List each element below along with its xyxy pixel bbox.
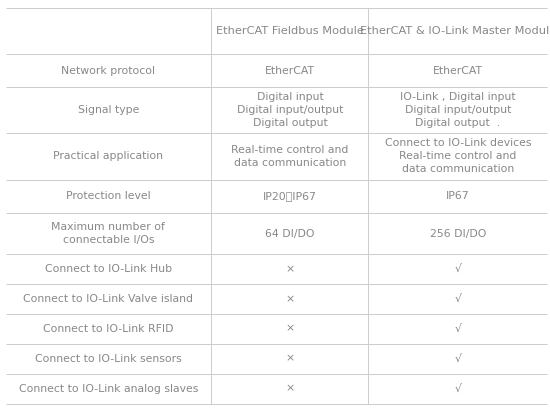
Text: ×: × [285,264,294,274]
Text: Connect to IO-Link analog slaves: Connect to IO-Link analog slaves [19,384,198,394]
Text: 64 DI/DO: 64 DI/DO [265,229,315,239]
Text: √: √ [454,294,461,304]
Text: Connect to IO-Link RFID: Connect to IO-Link RFID [43,324,174,334]
Text: √: √ [454,264,461,274]
Text: Protection level: Protection level [66,192,151,201]
Text: EtherCAT & IO-Link Master Module: EtherCAT & IO-Link Master Module [360,26,550,36]
Text: 256 DI/DO: 256 DI/DO [430,229,486,239]
Text: IP20、IP67: IP20、IP67 [263,192,317,201]
Text: EtherCAT: EtherCAT [265,66,315,75]
Text: ×: × [285,294,294,304]
Text: Real-time control and
data communication: Real-time control and data communication [231,145,349,168]
Text: Network protocol: Network protocol [62,66,156,75]
Text: ×: × [285,354,294,364]
Text: EtherCAT: EtherCAT [433,66,483,75]
Text: √: √ [454,354,461,364]
Text: Maximum number of
connectable I/Os: Maximum number of connectable I/Os [52,222,166,245]
Text: Connect to IO-Link Hub: Connect to IO-Link Hub [45,264,172,274]
Text: ×: × [285,324,294,334]
Text: IP67: IP67 [446,192,470,201]
Text: Connect to IO-Link Valve island: Connect to IO-Link Valve island [24,294,194,304]
Text: Connect to IO-Link sensors: Connect to IO-Link sensors [35,354,182,364]
Text: Signal type: Signal type [78,105,139,115]
Text: √: √ [454,324,461,334]
Text: Digital input
Digital input/output
Digital output: Digital input Digital input/output Digit… [236,92,343,128]
Text: IO-Link , Digital input
Digital input/output
Digital output  .: IO-Link , Digital input Digital input/ou… [400,92,516,128]
Text: Connect to IO-Link devices
Real-time control and
data communication: Connect to IO-Link devices Real-time con… [384,138,531,174]
Text: √: √ [454,384,461,394]
Text: Practical application: Practical application [53,151,163,161]
Text: EtherCAT Fieldbus Module: EtherCAT Fieldbus Module [216,26,364,36]
Text: ×: × [285,384,294,394]
